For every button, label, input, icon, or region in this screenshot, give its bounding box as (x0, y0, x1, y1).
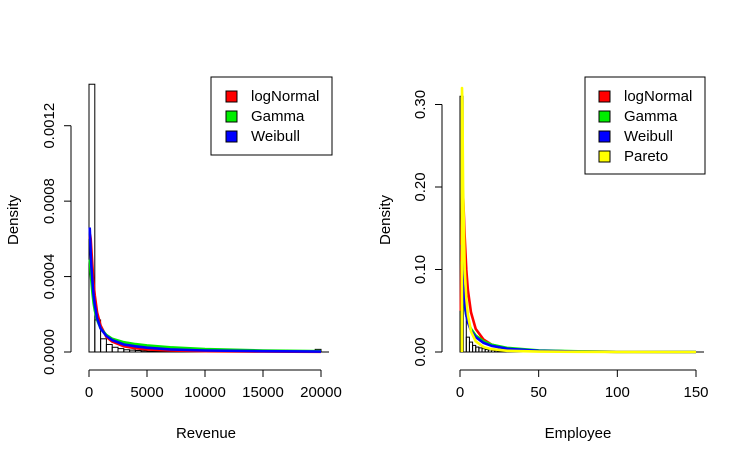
legend-label-lognormal: logNormal (624, 88, 692, 105)
y-tick-label: 0.10 (412, 255, 429, 284)
y-tick-label: 0.0004 (41, 254, 58, 300)
x-tick-label: 150 (683, 384, 708, 401)
y-tick-label: 0.30 (412, 90, 429, 119)
x-tick-label: 0 (456, 384, 464, 401)
density-curve-gamma (88, 259, 322, 353)
revenue-y-axis: 0.0000 0.0004 0.0008 0.0012 (41, 103, 72, 375)
revenue-density-panel: 0 5000 10000 15000 20000 0.00000.00040.00080… (5, 76, 342, 442)
y-tick-label: 0.00 (412, 337, 429, 366)
revenue-y-axis-title: Density (5, 194, 22, 245)
histogram-bar (111, 346, 119, 353)
y-tick-label: 0.0000 (41, 329, 58, 375)
legend-label-weibull: Weibull (624, 128, 673, 145)
density-curve-gamma (460, 261, 697, 354)
legend-label-gamma: Gamma (624, 108, 678, 125)
employee-x-axis-title: Employee (545, 425, 612, 442)
x-tick-label: 15000 (242, 384, 284, 401)
y-tick-label: 0.0012 (41, 103, 58, 149)
x-tick-label: 0 (85, 384, 93, 401)
employee-x-axis: 0 50 100 150 (456, 369, 709, 401)
y-tick-label: 0.20 (412, 172, 429, 201)
revenue-legend: logNormal Gamma Weibull (210, 76, 333, 156)
legend-swatch-gamma (225, 110, 238, 123)
x-tick-label: 10000 (184, 384, 226, 401)
employee-y-axis: 0.00 0.10 0.20 0.30 (412, 90, 443, 367)
x-tick-label: 100 (605, 384, 630, 401)
legend-swatch-pareto (598, 150, 611, 163)
employee-legend: logNormal Gamma Weibull Pareto (584, 76, 706, 175)
legend-swatch-lognormal (225, 90, 238, 103)
employee-density-panel: 0 50 100 150 0.00 0.10 0.20 0.30 Employee Dens… (377, 76, 709, 442)
legend-swatch-weibull (225, 130, 238, 143)
histogram-bar (117, 348, 125, 353)
legend-swatch-gamma (598, 110, 611, 123)
legend-label-gamma: Gamma (251, 108, 305, 125)
revenue-x-axis: 0 5000 10000 15000 20000 (85, 369, 342, 401)
legend-label-pareto: Pareto (624, 148, 668, 165)
legend-swatch-lognormal (598, 90, 611, 103)
legend-swatch-weibull (598, 130, 611, 143)
density-curve-weibull (88, 227, 322, 353)
density-curve-weibull (460, 244, 697, 354)
density-curve-lognormal (88, 233, 322, 354)
revenue-density-curves (88, 227, 322, 354)
legend-label-lognormal: logNormal (251, 88, 319, 105)
x-tick-label: 20000 (300, 384, 342, 401)
histogram-bar (100, 338, 107, 353)
legend-label-weibull: Weibull (251, 128, 300, 145)
density-curve-lognormal (459, 185, 697, 354)
density-curve-pareto (460, 86, 697, 354)
employee-y-axis-title: Density (377, 194, 394, 245)
x-tick-label: 50 (530, 384, 547, 401)
y-tick-label: 0.0008 (41, 178, 58, 224)
x-tick-label: 5000 (130, 384, 163, 401)
revenue-x-axis-title: Revenue (176, 425, 236, 442)
employee-density-curves (459, 86, 697, 354)
histogram-bar (105, 343, 113, 353)
